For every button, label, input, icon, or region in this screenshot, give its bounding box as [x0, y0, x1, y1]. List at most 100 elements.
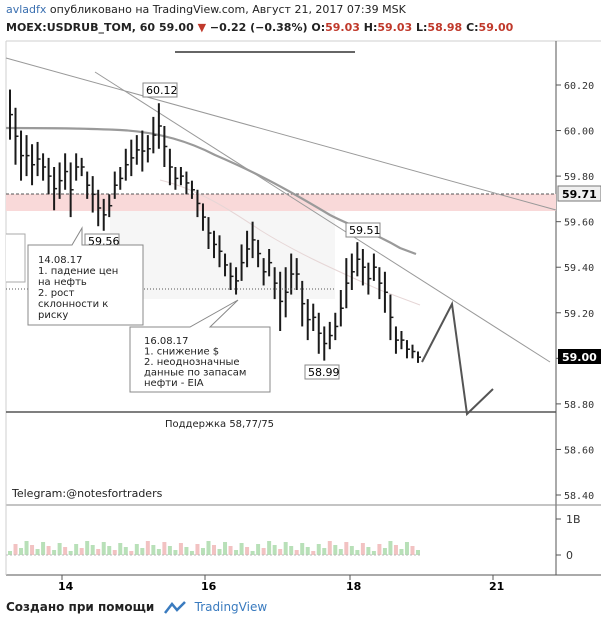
resistance-price-label: 59.71: [562, 188, 597, 201]
volume-bar: [107, 546, 112, 555]
volume-bar: [173, 550, 178, 555]
callout-left-edge: [6, 233, 26, 283]
volume-bar: [410, 546, 415, 555]
volume-bar: [195, 544, 200, 555]
callout-14[interactable]: [27, 226, 144, 326]
label-low-17: 58.99: [308, 366, 340, 379]
high-label: H:: [363, 21, 378, 34]
volume-bar: [68, 551, 73, 555]
volume-bar: [145, 541, 150, 555]
candles: [9, 89, 421, 363]
low-label: L:: [416, 21, 428, 34]
volume-bar: [189, 551, 194, 555]
close-label: C:: [466, 21, 479, 34]
volume-bar: [85, 541, 90, 555]
volume-bar: [79, 548, 84, 555]
tradingview-brand-link[interactable]: TradingView: [194, 600, 268, 614]
volume-bar: [184, 547, 189, 555]
time-tick-label: 14: [58, 580, 74, 593]
open-label: O:: [311, 21, 326, 34]
volume-bar: [63, 547, 68, 555]
volume-bar: [388, 541, 393, 555]
created-with-label: Создано при помощи: [6, 600, 155, 614]
trendline-short[interactable]: [94, 71, 551, 363]
volume-bar: [96, 549, 101, 555]
volume-bar: [19, 548, 24, 555]
volume-bar: [300, 543, 305, 555]
callout-16-text: 16.08.171. снижение $2. неоднозначныедан…: [144, 336, 246, 389]
time-tick-label: 18: [346, 580, 361, 593]
volume-bar: [30, 545, 35, 555]
time-tick-label: 21: [489, 580, 504, 593]
callout-line: склонности к: [38, 299, 108, 310]
author-link[interactable]: avladfx: [6, 3, 47, 16]
change-arrow: ▼: [197, 21, 207, 34]
volume-bar: [355, 550, 360, 555]
price-tick-label: 59.40: [564, 263, 594, 274]
volume-bar: [206, 541, 211, 555]
volume-bar: [305, 547, 310, 555]
volume-bar: [24, 541, 29, 555]
volume-bar: [129, 551, 134, 555]
projection-path[interactable]: [421, 300, 494, 417]
published-text: опубликовано на TradingView.com, Август …: [49, 3, 406, 16]
symbol-info: MOEX:USDRUB_TOM, 60 59.00 ▼ −0.22 (−0.38…: [6, 21, 513, 34]
close-value: 59.00: [478, 21, 514, 34]
volume-tick-zero: 0: [566, 549, 573, 562]
price-tick-label: 58.40: [564, 491, 594, 502]
price-tick-label: 59.60: [564, 218, 594, 229]
volume-bar: [35, 549, 40, 555]
volume-bar: [41, 542, 46, 555]
current-price-tag: [558, 349, 601, 364]
change-value: −0.22 (−0.38%): [209, 21, 308, 34]
volume-bar: [294, 550, 299, 555]
callout-16[interactable]: [129, 299, 271, 393]
volume-bar: [123, 547, 128, 555]
volume-bar: [344, 542, 349, 555]
volume-bar: [250, 551, 255, 555]
volume-bar: [200, 548, 205, 555]
volume-bar: [311, 551, 316, 555]
symbol-name: MOEX:USDRUB_TOM, 60: [6, 21, 156, 34]
volume-bar: [272, 545, 277, 555]
volume-bar: [217, 549, 222, 555]
volume-bar: [404, 542, 409, 555]
volume-bar: [151, 545, 156, 555]
callout-line: 14.08.17: [38, 255, 83, 266]
volume-bar: [112, 550, 117, 555]
volume-bar: [167, 546, 172, 555]
trendline-long[interactable]: [5, 57, 557, 211]
volume-bar: [416, 550, 420, 555]
volume-bar: [239, 543, 244, 555]
volume-bar: [134, 544, 139, 555]
tradingview-logo-icon[interactable]: [164, 600, 187, 615]
volume-bar: [13, 544, 18, 555]
price-tick-label: 60.00: [564, 127, 594, 138]
volume-bar: [223, 542, 228, 555]
volume-bar: [371, 551, 376, 555]
price-tick-label: 58.80: [564, 400, 594, 411]
price-tick-label: 59.80: [564, 172, 594, 183]
low-value: 58.98: [427, 21, 463, 34]
volume-bar: [327, 541, 332, 555]
callout-line: 1. снижение $: [144, 347, 219, 358]
volume-bar: [162, 542, 167, 555]
callout-line: 1. падение цен: [38, 266, 118, 277]
callout-line: риску: [38, 310, 68, 321]
volume-bar: [90, 545, 95, 555]
volume-bar: [57, 543, 62, 555]
volume-bar: [360, 543, 365, 555]
volume-bar: [234, 550, 239, 555]
footer: Создано при помощи TradingView: [6, 600, 267, 615]
open-value: 59.03: [325, 21, 360, 34]
callout-line: данные по запасам: [144, 368, 246, 379]
volume-bar: [256, 544, 261, 555]
price-tick-label: 59.20: [564, 309, 594, 320]
volume-bar: [101, 542, 106, 555]
volume-bar: [74, 544, 79, 555]
volume-bar: [8, 551, 12, 555]
support-label: Поддержка 58,77/75: [165, 419, 274, 430]
callout-line: нефти - EIA: [144, 378, 204, 389]
volume-bar: [322, 548, 327, 555]
